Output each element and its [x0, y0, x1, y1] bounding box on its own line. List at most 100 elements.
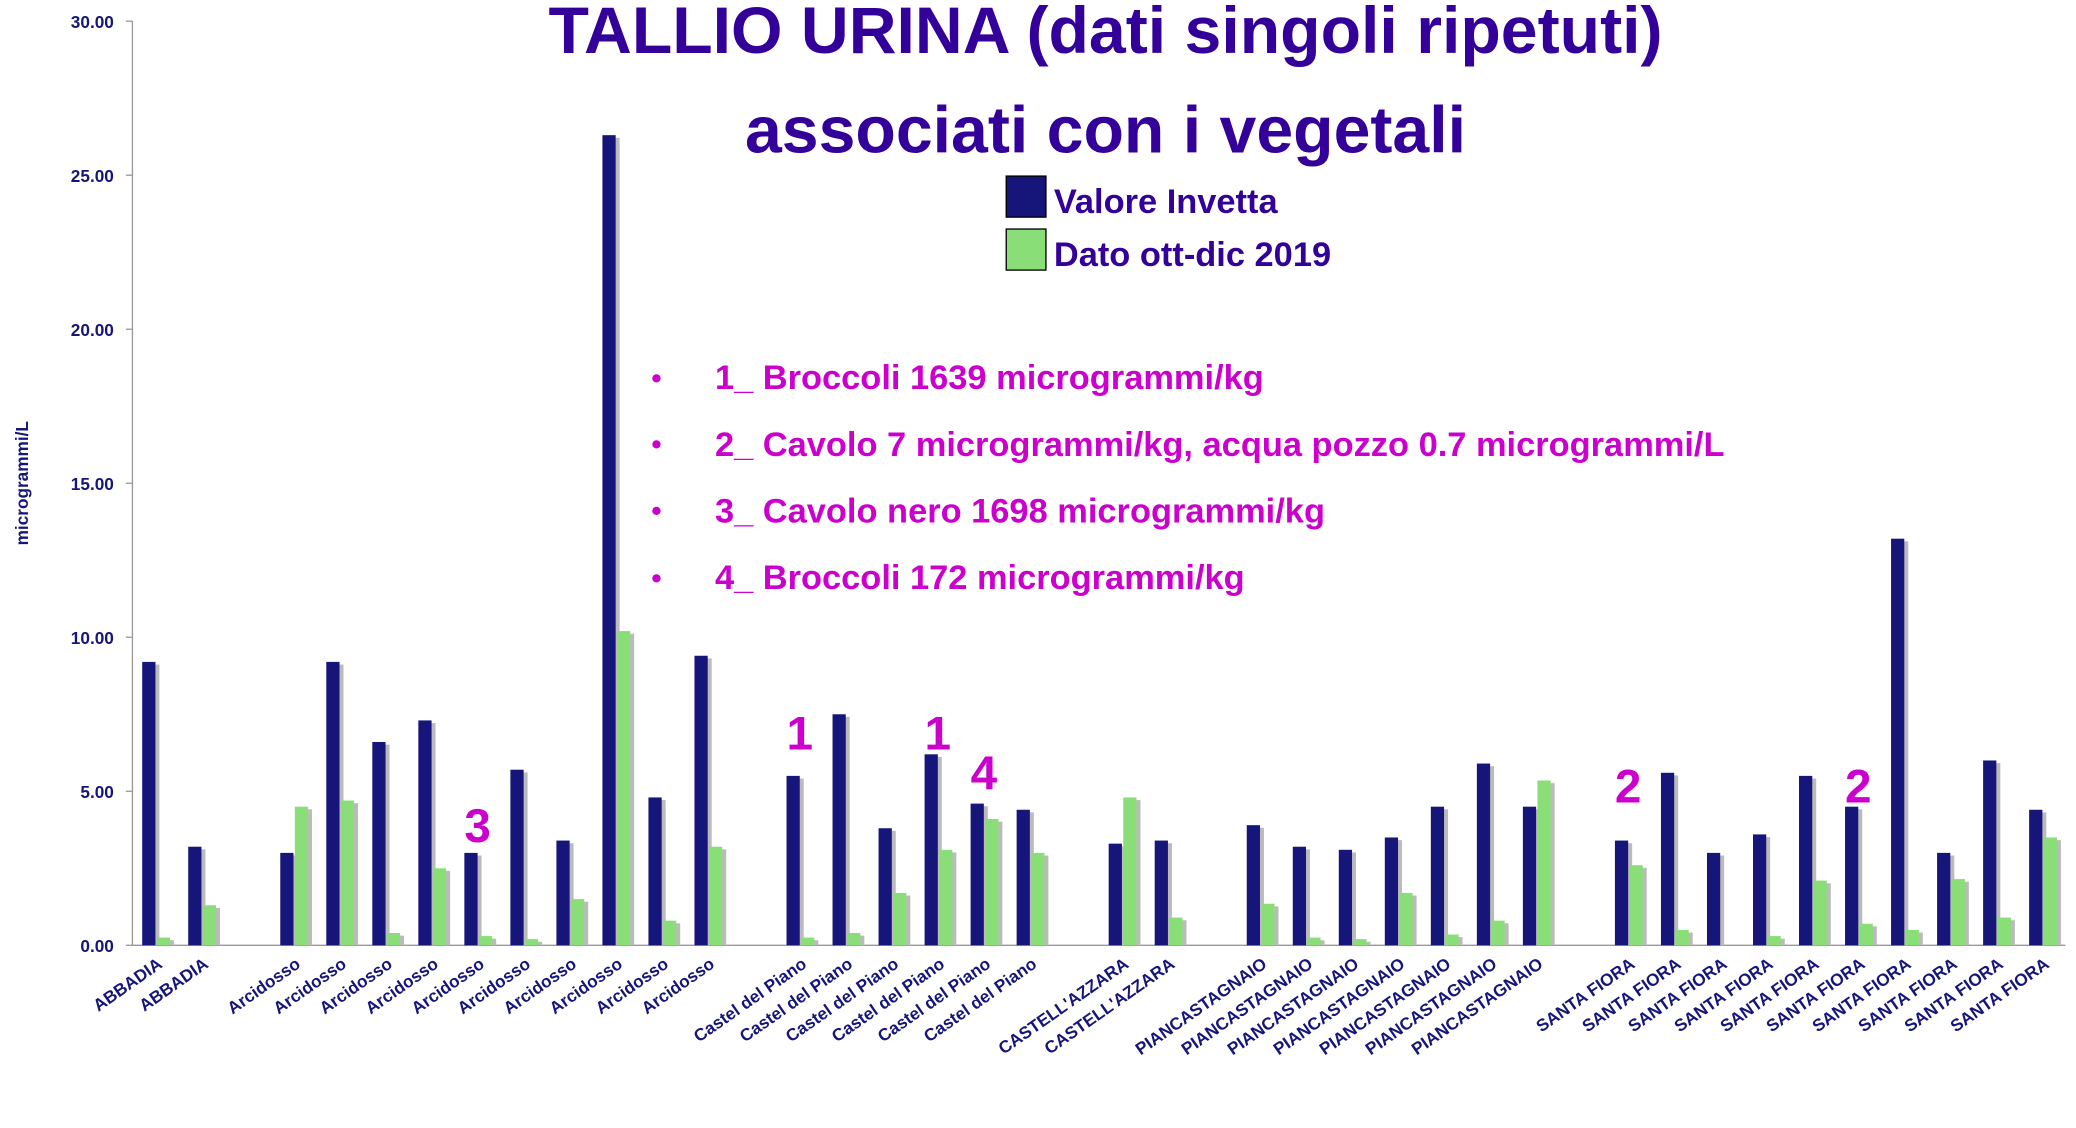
bar	[1307, 937, 1321, 946]
bar	[464, 852, 478, 946]
bar	[694, 655, 708, 946]
annotation: 2	[1845, 760, 1872, 813]
bar	[294, 806, 309, 946]
bar	[1491, 920, 1505, 946]
bar	[602, 135, 616, 946]
note: 2_ Cavolo 7 microgrammi/kg, acqua pozzo …	[715, 426, 1725, 464]
legend-swatch	[1005, 175, 1047, 218]
bar	[1123, 797, 1137, 946]
bar	[1951, 879, 1965, 946]
bar	[1614, 840, 1629, 946]
y-tick-label: 5.00	[80, 782, 113, 802]
bar	[524, 939, 539, 946]
bar	[2029, 809, 2043, 946]
bar	[1859, 923, 1873, 946]
y-tick-label: 15.00	[71, 474, 114, 494]
bullet: •	[651, 495, 661, 527]
bar	[1537, 780, 1551, 946]
y-tick-label: 20.00	[71, 320, 114, 340]
bar	[386, 932, 401, 946]
legend-swatch	[1005, 228, 1047, 271]
bar	[1169, 917, 1183, 946]
bar	[202, 905, 217, 946]
chart-title: associati con i vegetali	[745, 93, 1466, 167]
y-tick-label: 0.00	[80, 936, 113, 956]
note: 1_ Broccoli 1639 microgrammi/kg	[715, 359, 1264, 397]
bar	[1384, 837, 1399, 946]
bar	[878, 828, 892, 946]
bar	[1660, 772, 1675, 946]
bar	[1997, 917, 2011, 946]
bar	[372, 741, 386, 946]
bar	[1430, 806, 1445, 946]
annotation: 1	[925, 707, 952, 760]
bar	[478, 936, 493, 946]
y-tick-label: 25.00	[71, 166, 114, 186]
bar	[832, 714, 846, 946]
bar	[1675, 929, 1689, 946]
y-tick-label: 10.00	[71, 628, 114, 648]
legend-label: Dato ott-dic 2019	[1054, 236, 1331, 274]
bullet: •	[651, 363, 661, 395]
bar	[1108, 843, 1122, 946]
bar	[924, 754, 938, 946]
y-tick-label: 30.00	[71, 12, 114, 32]
bullets: • • • •	[651, 363, 661, 595]
bar	[2043, 837, 2057, 946]
annotation: 1	[786, 707, 813, 760]
bar	[1629, 865, 1643, 946]
bar	[847, 932, 861, 946]
annotation: 2	[1615, 760, 1642, 813]
bar	[326, 661, 340, 946]
bar	[1752, 834, 1767, 946]
bar	[1891, 538, 1905, 946]
bar	[1522, 806, 1537, 946]
chart-title: TALLIO URINA (dati singoli ripetuti)	[548, 0, 1662, 68]
bar	[1905, 929, 1919, 946]
bar	[893, 892, 907, 946]
bar	[1706, 852, 1721, 946]
bar	[280, 852, 294, 946]
bar	[801, 937, 815, 946]
bar	[1292, 846, 1307, 946]
bar	[1399, 892, 1413, 946]
annotation: 4	[971, 747, 998, 800]
legend-label: Valore Invetta	[1054, 183, 1279, 221]
bar	[1246, 825, 1260, 946]
bar	[556, 840, 570, 946]
bullet: •	[651, 563, 661, 595]
bar	[786, 775, 800, 946]
bar	[142, 661, 156, 946]
bar	[616, 631, 631, 946]
bar	[648, 797, 662, 946]
bar	[188, 846, 202, 946]
bar	[340, 800, 355, 946]
bar	[418, 720, 432, 946]
bar	[1983, 760, 1997, 946]
note: 4_ Broccoli 172 microgrammi/kg	[715, 559, 1245, 597]
bar	[939, 849, 953, 946]
bar	[663, 920, 677, 946]
bar	[1799, 775, 1813, 946]
bar	[156, 937, 170, 946]
bar	[1813, 880, 1827, 946]
annotation: 3	[464, 800, 491, 853]
bar	[985, 819, 999, 946]
y-axis-label: microgrammi/L	[12, 421, 32, 545]
bar	[1445, 934, 1459, 946]
bar	[1767, 936, 1781, 946]
bar	[1154, 840, 1168, 946]
bar	[510, 769, 524, 946]
bullet: •	[651, 429, 661, 461]
bar	[1937, 852, 1951, 946]
bar	[570, 899, 585, 946]
bar	[1016, 809, 1030, 946]
bar	[1338, 849, 1353, 946]
bar	[1261, 903, 1275, 946]
bar	[432, 868, 447, 946]
bar	[1353, 939, 1367, 946]
note: 3_ Cavolo nero 1698 microgrammi/kg	[715, 492, 1325, 530]
bar	[1476, 763, 1491, 946]
